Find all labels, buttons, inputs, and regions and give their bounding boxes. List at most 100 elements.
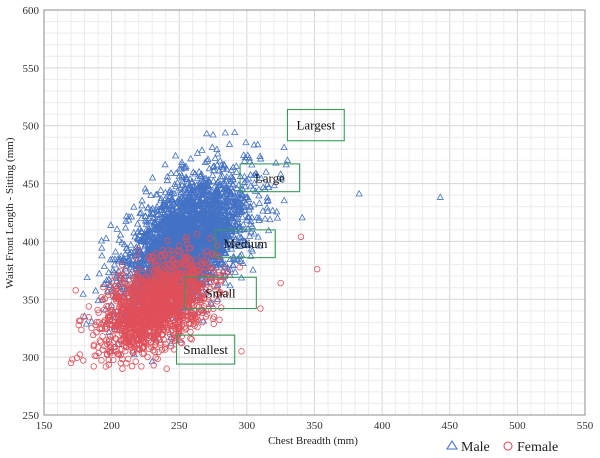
male-point [263, 207, 272, 214]
male-point [240, 172, 249, 180]
female-point [167, 343, 175, 350]
female-point [168, 304, 175, 312]
male-point [157, 220, 166, 227]
female-point [210, 320, 217, 328]
female-point [178, 339, 186, 347]
male-point [175, 221, 183, 228]
male-point [170, 229, 178, 237]
male-point [167, 219, 176, 227]
male-point [244, 212, 252, 220]
female-point [129, 349, 137, 356]
male-point [194, 183, 203, 191]
male-point [229, 194, 237, 201]
male-point [270, 181, 278, 189]
female-point [105, 348, 113, 355]
female-point [138, 269, 146, 276]
points-layer [67, 128, 444, 372]
female-point [125, 277, 132, 284]
male-point [153, 190, 161, 198]
male-point [249, 266, 257, 273]
male-point [198, 258, 207, 266]
male-point [200, 238, 208, 246]
x-tick-label: 500 [509, 420, 526, 432]
female-point [148, 343, 155, 351]
male-point [186, 240, 195, 247]
female-point [131, 312, 138, 320]
male-point [232, 162, 241, 169]
female-point [185, 261, 192, 268]
female-point [124, 290, 131, 297]
male-point [209, 239, 218, 246]
female-point [174, 293, 181, 300]
male-point [180, 183, 189, 190]
female-point [181, 249, 188, 257]
female-point [106, 332, 114, 340]
female-point [215, 269, 223, 276]
male-point [148, 357, 156, 365]
y-tick-label: 350 [23, 294, 40, 306]
female-point [97, 339, 105, 346]
male-point [180, 223, 188, 230]
female-point [75, 321, 82, 329]
female-point [93, 318, 100, 326]
male-point [171, 180, 179, 188]
male-point [216, 173, 225, 180]
female-point [208, 265, 216, 273]
male-point [221, 191, 229, 199]
female-point [127, 297, 134, 305]
female-point [186, 244, 194, 252]
male-point [179, 200, 187, 207]
male-point [171, 232, 179, 240]
male-point [262, 168, 270, 175]
male-point [201, 158, 210, 165]
male-point [173, 224, 181, 231]
male-point [228, 173, 237, 181]
male-point [195, 202, 203, 209]
female-point [174, 287, 182, 294]
male-point [181, 204, 189, 211]
female-point [128, 363, 136, 370]
male-point [180, 163, 188, 170]
y-tick-label: 600 [23, 5, 40, 17]
male-point [181, 197, 190, 204]
male-point [174, 206, 182, 214]
male-point [167, 169, 175, 176]
female-point [112, 283, 120, 290]
male-point [255, 191, 263, 199]
female-point [80, 313, 87, 320]
male-point [156, 228, 164, 236]
male-point [172, 182, 180, 190]
female-point [202, 262, 210, 270]
male-point [217, 259, 225, 267]
male-point [140, 234, 149, 242]
female-point [111, 343, 119, 351]
male-point [240, 157, 249, 164]
male-point [263, 203, 271, 211]
male-point [255, 241, 264, 249]
female-point [146, 253, 153, 260]
female-point [119, 355, 126, 363]
male-point [169, 216, 178, 223]
male-point [116, 255, 125, 262]
male-point [226, 202, 234, 209]
female-point [198, 292, 205, 299]
male-point [164, 207, 172, 215]
female-point [154, 355, 161, 363]
legend: Male Female [446, 439, 558, 455]
female-point [105, 303, 112, 310]
female-point [124, 314, 131, 321]
female-point [118, 273, 125, 280]
female-point [174, 270, 182, 277]
male-point [208, 143, 217, 150]
male-point [187, 218, 195, 225]
male-point [178, 194, 186, 201]
male-point [225, 213, 234, 220]
male-point [251, 187, 260, 194]
female-point [137, 326, 144, 333]
female-point [157, 322, 164, 329]
male-point [129, 251, 137, 259]
female-point [155, 294, 162, 301]
female-point [95, 309, 102, 316]
male-point [242, 193, 250, 201]
male-point [193, 223, 202, 230]
